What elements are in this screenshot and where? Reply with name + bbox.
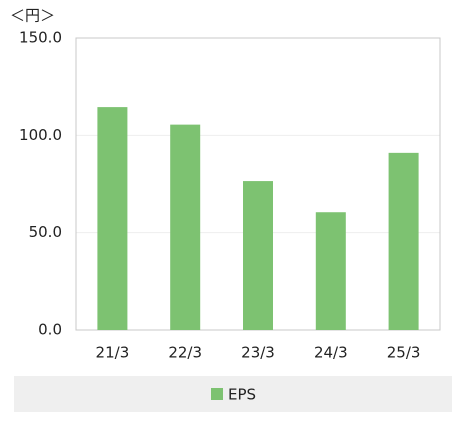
x-tick-label: 24/3	[314, 344, 348, 362]
x-tick-label: 22/3	[168, 344, 202, 362]
legend-box	[14, 376, 452, 412]
bar	[388, 152, 419, 330]
bar	[97, 107, 128, 331]
legend-swatch	[211, 388, 223, 400]
y-unit: ＜円＞	[10, 7, 55, 25]
y-tick-label: 100.0	[19, 126, 62, 144]
y-tick-label: 150.0	[19, 29, 62, 47]
x-tick-label: 21/3	[96, 344, 130, 362]
x-tick-label: 25/3	[387, 344, 421, 362]
legend-label: EPS	[228, 386, 256, 404]
bar	[315, 212, 346, 330]
x-tick-label: 23/3	[241, 344, 275, 362]
y-tick-label: 0.0	[38, 321, 62, 339]
y-tick-label: 50.0	[29, 223, 62, 241]
bar	[170, 124, 201, 330]
bar	[243, 181, 273, 330]
